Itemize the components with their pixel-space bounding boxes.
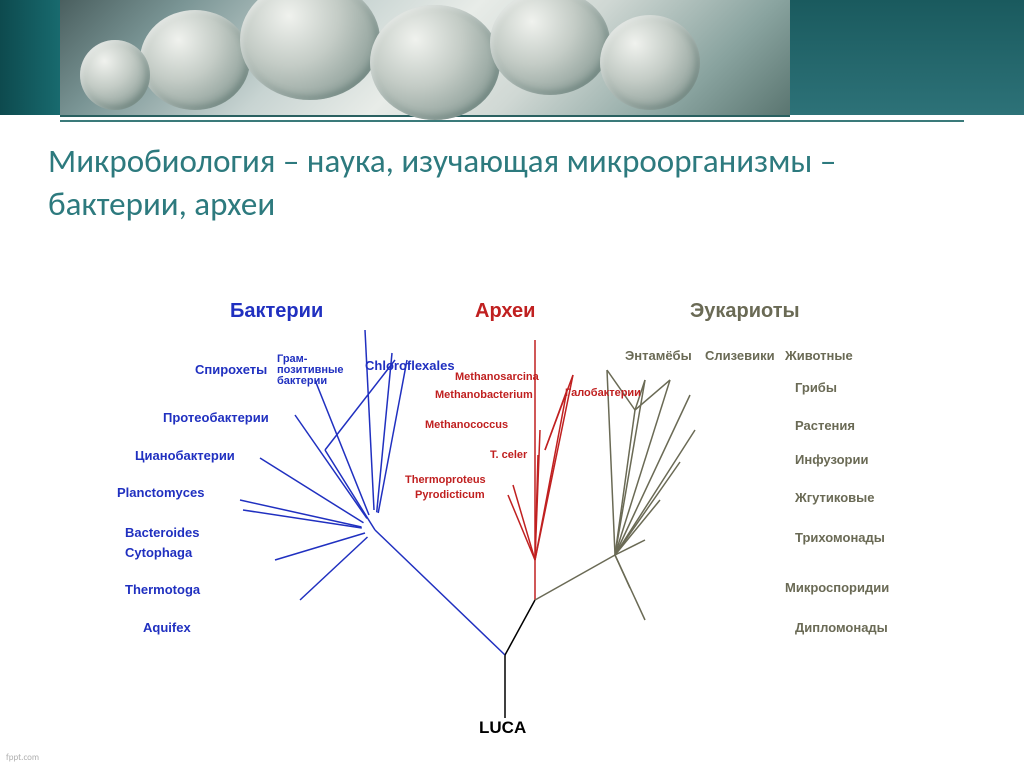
leaf-eukaryota-1: Слизевики [705,348,775,363]
leaf-eukaryota-9: Дипломонады [795,620,888,635]
leaf-eukaryota-7: Трихомонады [795,530,885,545]
header-banner-image [60,0,790,117]
leaf-bacteria-3: Протеобактерии [163,410,269,425]
leaf-bacteria-7: Cytophaga [125,545,192,560]
footer-credit: fppt.com [6,752,39,763]
leaf-archaea-1: Methanobacterium [435,390,533,401]
leaf-archaea-4: T. celer [490,450,527,461]
domain-label-archaea: Археи [475,300,535,323]
leaf-bacteria-0: Спирохеты [195,362,267,377]
header-texture [60,0,790,115]
header-divider [60,120,964,122]
leaf-eukaryota-4: Растения [795,418,855,433]
leaf-eukaryota-5: Инфузории [795,452,868,467]
leaf-archaea-3: Methanococcus [425,420,508,431]
leaf-eukaryota-3: Грибы [795,380,837,395]
domain-label-bacteria: Бактерии [230,300,323,323]
leaf-bacteria-8: Thermotoga [125,582,200,597]
leaf-archaea-0: Methanosarcina [455,372,539,383]
phylogenetic-tree: LUCA Бактерии Археи Эукариоты Спирохеты Грам-… [115,300,905,740]
leaf-archaea-5: Thermoproteus [405,475,486,486]
leaf-bacteria-2: Chloroflexales [365,358,455,373]
leaf-bacteria-1: Грам-позитивныебактерии [277,354,344,387]
domain-label-eukaryota: Эукариоты [690,300,800,323]
leaf-bacteria-9: Aquifex [143,620,191,635]
leaf-archaea-2: Галобактерии [565,388,641,399]
tree-root-label: LUCA [479,718,526,738]
leaf-eukaryota-0: Энтамёбы [625,348,692,363]
leaf-bacteria-6: Bacteroides [125,525,199,540]
leaf-archaea-6: Pyrodicticum [415,490,485,501]
page-title: Микробиология – наука, изучающая микроор… [48,140,976,226]
leaf-eukaryota-2: Животные [785,348,853,363]
header-left-accent [0,0,60,115]
leaf-eukaryota-8: Микроспоридии [785,580,889,595]
leaf-bacteria-5: Planctomyces [117,485,204,500]
leaf-bacteria-4: Цианобактерии [135,448,235,463]
leaf-eukaryota-6: Жгутиковые [795,490,875,505]
header-right-accent [789,0,1024,115]
